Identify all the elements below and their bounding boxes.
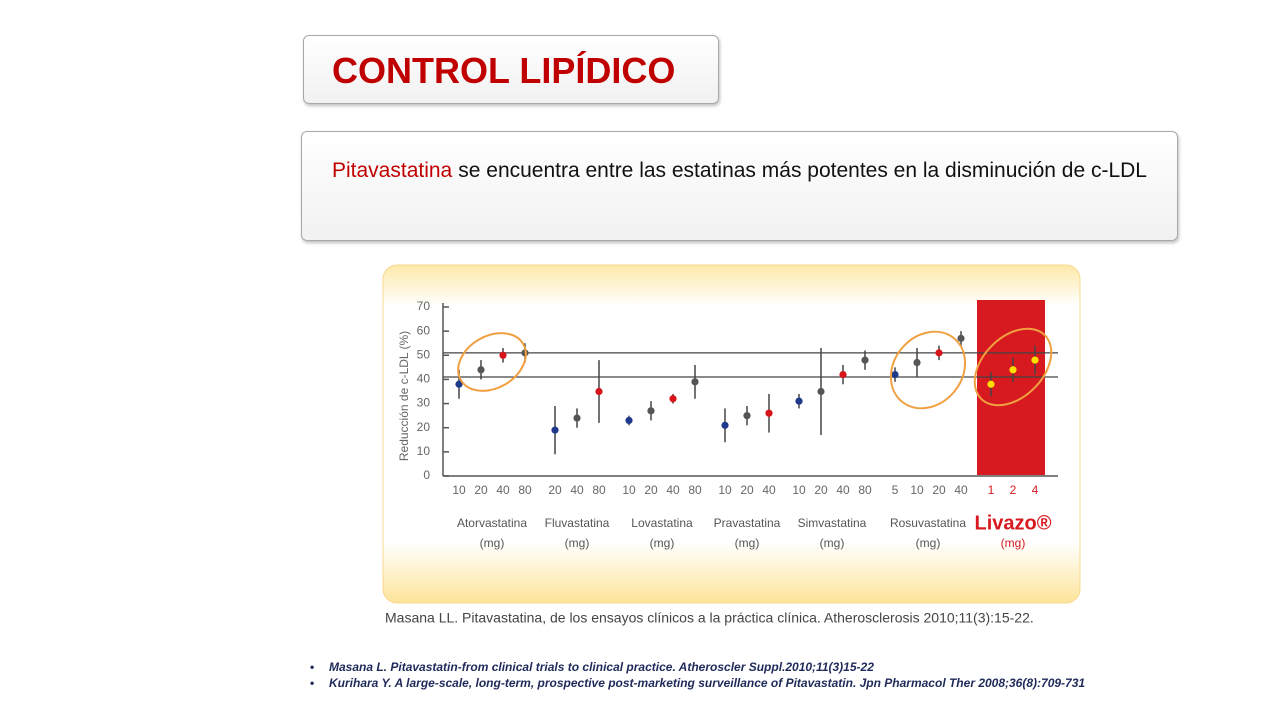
y-axis-label: Reducción de c-LDL (%): [397, 331, 411, 461]
y-tick-label: 60: [417, 323, 431, 337]
x-tick-label: 1: [988, 483, 995, 497]
x-tick-label: 40: [762, 483, 776, 497]
dot: [987, 380, 995, 388]
highlight-ellipse: [973, 327, 1053, 407]
dot: [861, 356, 869, 364]
statement: Pitavastatina se encuentra entre las esta…: [312, 156, 1167, 185]
y-tick-label: 50: [417, 347, 431, 361]
dot: [477, 366, 485, 374]
x-tick-label: 40: [954, 483, 968, 497]
dot: [573, 414, 581, 422]
y-tick-label: 20: [417, 420, 431, 434]
x-tick-label: 80: [592, 483, 606, 497]
dot: [891, 371, 899, 379]
x-tick-label: 20: [814, 483, 828, 497]
y-tick-label: 70: [417, 299, 431, 313]
unit-label: (mg): [735, 536, 760, 550]
x-tick-label: 20: [932, 483, 946, 497]
x-tick-label: 80: [518, 483, 532, 497]
dot: [1009, 366, 1017, 374]
x-tick-label: 10: [910, 483, 924, 497]
dot: [625, 416, 633, 425]
reference: Kurihara Y. A large-scale, long-term, pr…: [310, 675, 1170, 691]
unit-label: (mg): [565, 536, 590, 550]
dot: [669, 395, 677, 403]
statement-text: se encuentra entre las estatinas más pot…: [458, 159, 1147, 182]
statement-box: Pitavastatina se encuentra entre las esta…: [301, 131, 1178, 241]
group-label: Rosuvastatina: [890, 516, 966, 530]
group-label: Pravastatina: [714, 516, 781, 530]
y-tick-label: 30: [417, 396, 431, 410]
dot: [935, 349, 943, 357]
dot: [647, 407, 655, 415]
x-tick-label: 40: [570, 483, 584, 497]
x-tick-label: 40: [836, 483, 850, 497]
dot: [1031, 356, 1039, 364]
x-tick-label: 20: [644, 483, 658, 497]
x-tick-label: 40: [666, 483, 680, 497]
x-tick-label: 80: [858, 483, 872, 497]
dot: [765, 409, 773, 417]
x-tick-label: 10: [622, 483, 636, 497]
x-tick-label: 20: [474, 483, 488, 497]
x-tick-label: 4: [1032, 483, 1039, 497]
x-tick-label: 40: [496, 483, 510, 497]
dot: [839, 371, 847, 379]
chart-background: [382, 264, 1081, 604]
x-tick-label: 5: [892, 483, 899, 497]
brand-label: Livazo®: [975, 512, 1052, 534]
x-tick-label: 20: [548, 483, 562, 497]
highlight-ellipse: [457, 332, 527, 392]
dot: [957, 334, 965, 342]
dot: [691, 378, 699, 386]
chart-source: Masana LL. Pitavastatina, de los ensayos…: [385, 610, 1034, 626]
x-tick-label: 80: [688, 483, 702, 497]
group-label: Lovastatina: [631, 516, 693, 530]
unit-label: (mg): [650, 536, 675, 550]
statement-highlight: Pitavastatina: [332, 159, 453, 182]
group-label: Atorvastatina: [457, 516, 527, 530]
x-tick-label: 10: [718, 483, 732, 497]
dot: [743, 412, 751, 420]
unit-label: (mg): [820, 536, 845, 550]
highlight-ellipse: [889, 330, 967, 410]
references: Masana L. Pitavastatin-from clinical tri…: [310, 659, 1170, 691]
y-tick-label: 40: [417, 372, 431, 386]
unit-label: (mg): [480, 536, 505, 550]
x-tick-label: 20: [740, 483, 754, 497]
chart: Reducción de c-LDL (%) Masana LL. Pitava…: [382, 264, 1081, 626]
x-tick-label: 10: [792, 483, 806, 497]
title-box: CONTROL LIPÍDICO: [303, 35, 719, 104]
dot: [455, 380, 463, 388]
reference: Masana L. Pitavastatin-from clinical tri…: [310, 659, 1170, 675]
unit-label: (mg): [916, 536, 941, 550]
group-label: Simvastatina: [798, 516, 867, 530]
dot: [795, 397, 803, 405]
x-tick-label: 2: [1010, 483, 1017, 497]
y-tick-label: 0: [423, 468, 430, 482]
dot: [721, 421, 729, 429]
dot: [551, 426, 559, 434]
group-label: Fluvastatina: [545, 516, 610, 530]
dot: [499, 351, 507, 359]
dot: [817, 387, 825, 396]
y-tick-label: 10: [417, 444, 431, 458]
x-tick-label: 10: [452, 483, 466, 497]
title: CONTROL LIPÍDICO: [332, 50, 676, 91]
unit-label: (mg): [1001, 536, 1026, 550]
dot: [595, 387, 603, 396]
dot: [913, 358, 921, 367]
